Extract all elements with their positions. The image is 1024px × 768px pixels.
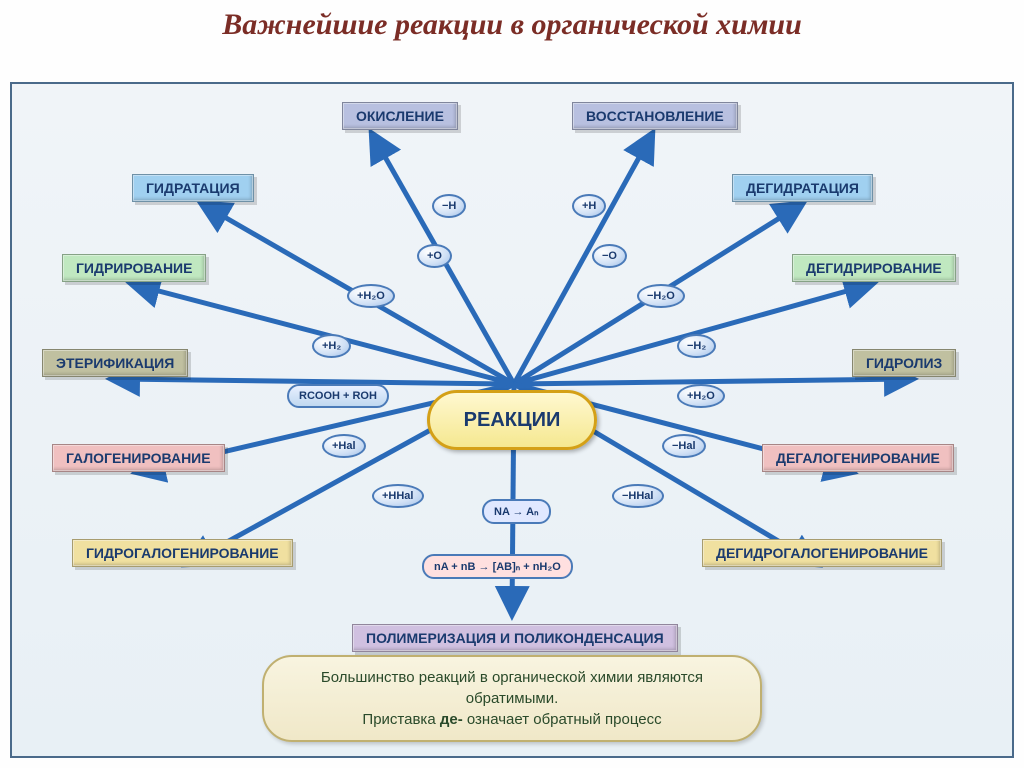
page-title: Важнейшие реакции в органической химии — [0, 0, 1024, 46]
reaction-box-polim: ПОЛИМЕРИЗАЦИЯ И ПОЛИКОНДЕНСАЦИЯ — [352, 624, 678, 652]
formula-pill: −HHal — [612, 484, 664, 508]
formula-oval: NA → Aₙ — [482, 499, 551, 524]
reaction-box-vosst: ВОССТАНОВЛЕНИЕ — [572, 102, 738, 130]
reaction-box-gidr: ГИДРИРОВАНИЕ — [62, 254, 206, 282]
formula-pill: +HHal — [372, 484, 424, 508]
formula-pill: +Hal — [322, 434, 366, 458]
formula-pill: +H₂ — [312, 334, 351, 358]
center-node: РЕАКЦИИ — [427, 390, 597, 450]
arrow — [514, 379, 912, 384]
reaction-box-dggalog: ДЕГИДРОГАЛОГЕНИРОВАНИЕ — [702, 539, 942, 567]
reaction-box-degidr: ДЕГИДРИРОВАНИЕ — [792, 254, 956, 282]
reaction-box-degidrat: ДЕГИДРАТАЦИЯ — [732, 174, 873, 202]
formula-oval: RCOOH + ROH — [287, 384, 389, 408]
reaction-box-degalog: ДЕГАЛОГЕНИРОВАНИЕ — [762, 444, 954, 472]
formula-pill: −H₂O — [637, 284, 685, 308]
reaction-box-eter: ЭТЕРИФИКАЦИЯ — [42, 349, 188, 377]
formula-pill: −Hal — [662, 434, 706, 458]
formula-pill: +H₂O — [347, 284, 395, 308]
reaction-box-okis: ОКИСЛЕНИЕ — [342, 102, 458, 130]
formula-oval: nA + nB → [AB]ₙ + nH₂O — [422, 554, 573, 579]
formula-pill: +H₂O — [677, 384, 725, 408]
reaction-box-galog: ГАЛОГЕНИРОВАНИЕ — [52, 444, 225, 472]
reaction-box-gidrol: ГИДРОЛИЗ — [852, 349, 956, 377]
formula-pill: −O — [592, 244, 627, 268]
reaction-box-gidrat: ГИДРАТАЦИЯ — [132, 174, 254, 202]
arrow — [514, 134, 652, 384]
reaction-box-ggalog: ГИДРОГАЛОГЕНИРОВАНИЕ — [72, 539, 293, 567]
formula-pill: +O — [417, 244, 452, 268]
formula-pill: −H₂ — [677, 334, 716, 358]
diagram-canvas: РЕАКЦИИ ОКИСЛЕНИЕ−H+OВОССТАНОВЛЕНИЕ+H−OГ… — [10, 82, 1014, 758]
